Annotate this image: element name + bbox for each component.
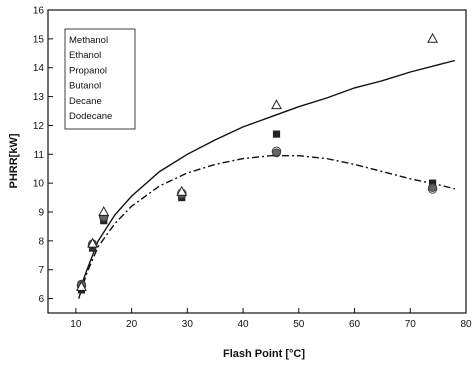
x-tick-label: 20 <box>126 319 138 330</box>
data-points <box>75 32 439 294</box>
y-tick-label: 14 <box>33 63 45 74</box>
y-axis-title: PHRR[kW] <box>8 133 20 188</box>
x-tick-label: 80 <box>460 319 472 330</box>
x-axis-title: Flash Point [°C] <box>223 348 305 360</box>
y-tick-label: 16 <box>33 6 45 17</box>
data-point-triangle <box>87 237 99 248</box>
legend-entry: Dodecane <box>69 111 112 122</box>
legend-entry: Decane <box>69 96 102 107</box>
y-tick-label: 11 <box>34 150 45 161</box>
y-tick-label: 6 <box>38 294 44 305</box>
plot-frame <box>47 9 467 314</box>
y-tick-label: 7 <box>38 265 44 276</box>
y-tick-label: 13 <box>33 92 45 103</box>
y-tick-label: 12 <box>33 121 45 132</box>
data-point-triangle <box>176 185 188 196</box>
legend-box <box>64 28 136 130</box>
y-tick-label: 15 <box>33 34 45 45</box>
legend-entry: Propanol <box>69 65 107 76</box>
data-point-triangle <box>75 280 87 291</box>
data-point-triangle <box>427 32 439 43</box>
y-tick-label: 8 <box>38 236 44 247</box>
x-tick-label: 30 <box>182 319 194 330</box>
legend-entry: Ethanol <box>69 50 101 61</box>
legend-entry: Methanol <box>69 35 108 46</box>
x-tick-label: 50 <box>293 319 305 330</box>
x-tick-label: 10 <box>70 319 82 330</box>
axis-ticks: 10 20 30 40 50 60 70 80 6 7 8 9 10 11 12 13 14 15 16 <box>33 6 472 331</box>
data-point-triangle <box>98 205 110 216</box>
data-point-triangle <box>271 99 282 110</box>
y-tick-label: 10 <box>33 179 45 190</box>
fit-line-dash-dot <box>78 155 456 299</box>
x-tick-label: 40 <box>238 319 250 330</box>
fit-line-solid <box>78 59 456 294</box>
fit-lines <box>78 59 456 299</box>
data-point-square <box>272 130 281 138</box>
x-tick-label: 60 <box>349 319 361 330</box>
data-point-open-circle <box>271 146 282 157</box>
y-tick-label: 9 <box>38 208 44 219</box>
legend: Methanol Ethanol Propanol Butanol Decane Dode… <box>64 28 136 130</box>
data-point-open-circle <box>427 184 438 194</box>
x-tick-label: 70 <box>405 319 417 330</box>
legend-entry: Butanol <box>69 81 101 92</box>
